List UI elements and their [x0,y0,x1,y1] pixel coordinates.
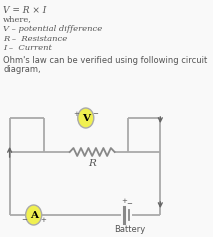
Text: V – potential difference: V – potential difference [3,25,102,33]
Text: −: − [92,111,98,117]
Text: Ohm's law can be verified using following circuit: Ohm's law can be verified using followin… [3,55,207,64]
Text: diagram,: diagram, [3,65,41,74]
Text: R: R [88,159,96,168]
Text: Battery: Battery [114,225,145,234]
Text: V = R × I: V = R × I [3,6,46,15]
Text: I –  Current: I – Current [3,44,52,52]
Text: +: + [73,111,79,117]
Text: A: A [30,210,38,219]
Text: V: V [82,114,90,123]
Text: −: − [126,201,132,207]
Circle shape [78,108,94,128]
Text: where,: where, [3,15,32,23]
Text: −: − [21,217,27,223]
Text: R –  Resistance: R – Resistance [3,35,68,42]
Text: +: + [121,198,127,204]
Circle shape [26,205,42,225]
Text: +: + [40,217,46,223]
